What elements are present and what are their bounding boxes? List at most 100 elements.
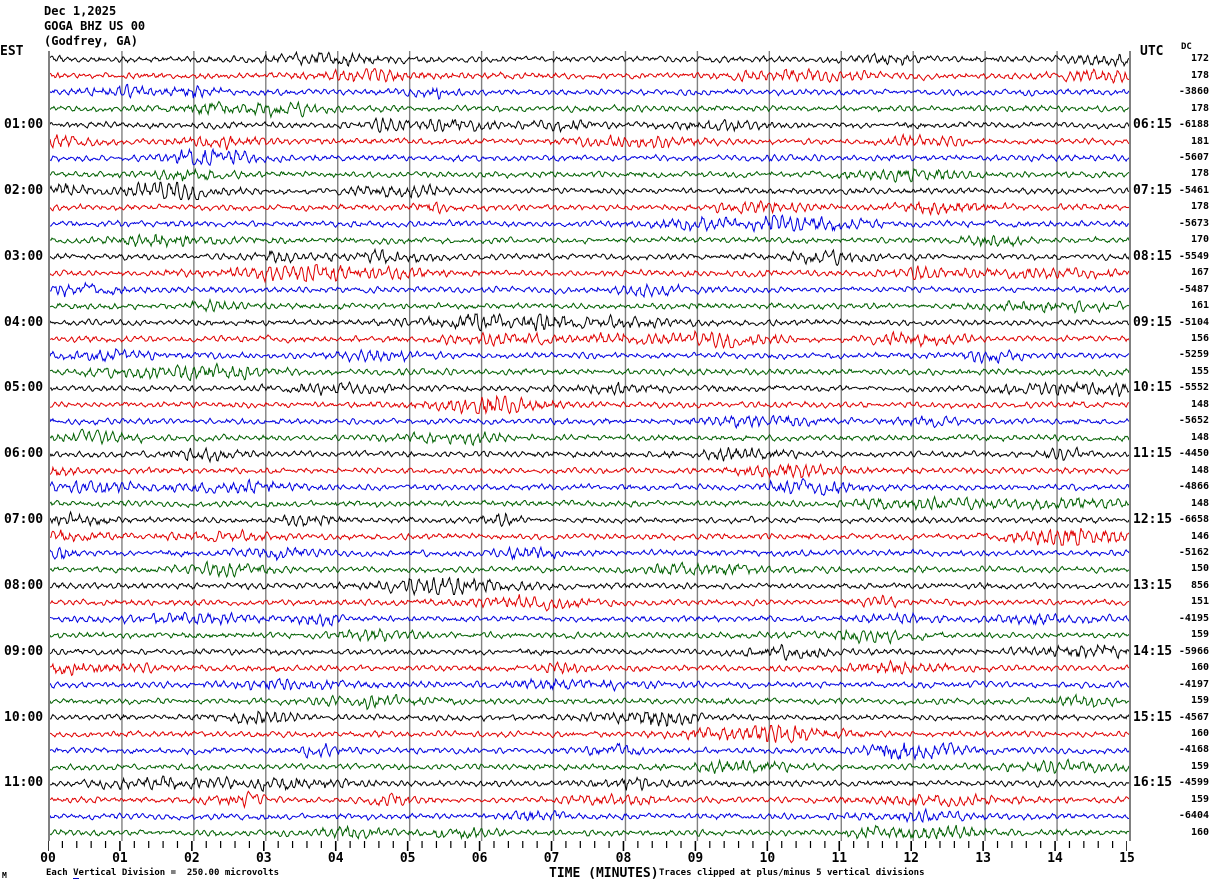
dc-offset-value: -4567 [1178,711,1209,723]
dc-offset-value: -4866 [1178,481,1209,493]
seismogram-traces [50,51,1129,841]
dc-offset-value: 150 [1190,563,1209,575]
x-axis-tick-label: 12 [903,851,920,866]
seismic-trace [50,594,1129,612]
seismic-trace [50,167,1129,183]
utc-time-label: 11:15 [1133,446,1173,462]
dc-offset-value: 151 [1190,596,1209,608]
seismic-trace [50,693,1129,711]
seismic-trace [50,724,1129,744]
utc-time-label: 06:15 [1133,117,1173,133]
right-timezone-label: UTC [1140,44,1164,59]
x-axis-ticks [48,841,1127,851]
scale-footnote-prefix: Each [46,868,74,878]
seismic-trace [50,807,1129,824]
seismic-trace [50,428,1129,447]
dc-offset-value: 161 [1190,300,1209,312]
seismic-trace [50,494,1129,512]
x-axis-tick-label: 06 [471,851,488,866]
dc-offset-value: 148 [1190,431,1209,443]
est-time-label: 01:00 [4,117,44,133]
dc-offset-value: 167 [1190,267,1209,279]
seismic-trace [50,576,1129,597]
seismic-trace [50,116,1129,134]
x-axis-tick-label: 05 [399,851,416,866]
seismic-trace [50,677,1129,693]
est-time-label: 04:00 [4,314,44,330]
est-time-label: 10:00 [4,709,44,725]
dc-offset-value: -4197 [1178,678,1209,690]
seismic-trace [50,462,1129,479]
est-time-label: 11:00 [4,775,44,791]
x-axis-tick-label: 00 [40,851,56,866]
dc-offset-value: 155 [1190,365,1209,377]
seismic-trace [50,643,1129,661]
utc-time-label: 16:15 [1133,775,1173,791]
seismogram-plot-area [48,51,1131,841]
x-axis-tick-label: 01 [112,851,128,866]
dc-offset-value: -5104 [1178,316,1209,328]
dc-offset-value: -5607 [1178,151,1209,163]
seismic-trace [50,380,1129,397]
header-location: (Godfrey, GA) [44,34,138,48]
dc-offset-value: -5966 [1178,645,1209,657]
header-date: Dec 1,2025 [44,4,117,18]
seismic-trace [50,414,1129,430]
seismic-trace [50,100,1129,119]
est-time-label: 03:00 [4,248,44,264]
dc-offset-value: -4195 [1178,612,1209,624]
x-axis-tick-label: 03 [255,851,272,866]
dc-offset-value: -5549 [1178,250,1209,262]
seismic-trace [50,132,1129,151]
utc-time-label: 07:15 [1133,182,1173,198]
dc-column-header: DC [1181,42,1192,52]
dc-offset-value: -5552 [1178,382,1209,394]
dc-offset-value: 178 [1190,102,1209,114]
dc-offset-value: -5162 [1178,546,1209,558]
seismic-trace [50,545,1129,562]
seismic-trace [50,214,1129,234]
seismic-trace [50,67,1129,85]
est-time-label: 05:00 [4,380,44,396]
seismic-trace [50,281,1129,299]
scale-footnote-underlined: V [73,868,79,879]
dc-offset-value: 159 [1190,695,1209,707]
utc-time-label: 14:15 [1133,643,1173,659]
seismic-trace [50,510,1129,528]
x-axis-tick-label: 09 [687,851,704,866]
clipping-footnote: Traces clipped at plus/minus 5 vertical … [659,868,925,878]
est-time-label: 08:00 [4,577,44,593]
dc-offset-value: 172 [1190,53,1209,65]
dc-offset-value: -5259 [1178,349,1209,361]
dc-offset-value: 146 [1190,530,1209,542]
x-axis-title: TIME (MINUTES) [549,866,659,881]
dc-offset-value: 159 [1190,760,1209,772]
dc-offset-value: 181 [1190,135,1209,147]
seismic-trace [50,611,1129,628]
seismic-trace [50,180,1129,201]
dc-offset-value: 159 [1190,629,1209,641]
dc-offset-value: -4168 [1178,744,1209,756]
seismic-trace [50,362,1129,382]
seismic-trace [50,51,1129,68]
seismic-trace [50,758,1129,775]
dc-offset-value: 148 [1190,497,1209,509]
dc-offset-value: 160 [1190,662,1209,674]
dc-offset-value: -6658 [1178,514,1209,526]
dc-offset-value: -5652 [1178,415,1209,427]
dc-offset-value: 178 [1190,168,1209,180]
seismic-trace [50,710,1129,727]
seismic-trace [50,329,1129,350]
dc-offset-value: 178 [1190,69,1209,81]
seismic-trace [50,394,1129,415]
dc-offset-value: 178 [1190,201,1209,213]
seismic-trace [50,264,1129,284]
dc-offset-value: -6188 [1178,119,1209,131]
est-time-label: 09:00 [4,643,44,659]
seismic-trace [50,742,1129,761]
seismic-trace [50,824,1129,841]
dc-offset-value: -5487 [1178,283,1209,295]
utc-time-label: 12:15 [1133,512,1173,528]
x-axis-tick-label: 14 [1047,851,1063,866]
